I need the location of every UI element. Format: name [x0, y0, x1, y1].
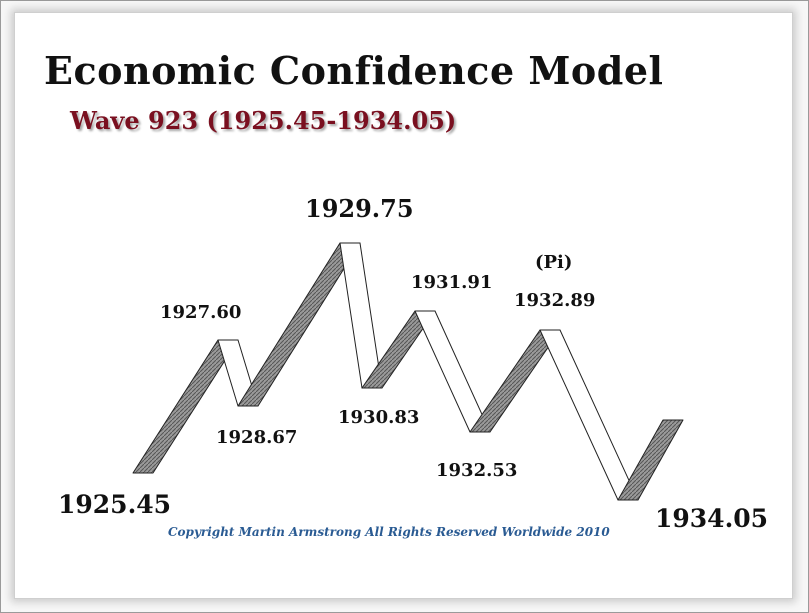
diagram-panel — [14, 12, 793, 599]
point-label-1932-53: 1932.53 — [436, 460, 517, 481]
diagram-subtitle: Wave 923 (1925.45-1934.05) — [70, 106, 457, 135]
rising-wave-segment — [237, 242, 361, 407]
point-label-1927-60: 1927.60 — [160, 302, 241, 323]
pi-label: (Pi) — [535, 252, 572, 273]
copyright-notice: Copyright Martin Armstrong All Rights Re… — [168, 525, 610, 539]
point-label-1928-67: 1928.67 — [216, 427, 297, 448]
point-label-1934-05: 1934.05 — [655, 504, 768, 533]
point-label-1929-75: 1929.75 — [305, 194, 414, 223]
falling-wave-segment — [539, 329, 639, 501]
rising-wave-segment — [132, 339, 239, 474]
wave-ribbon — [132, 242, 684, 501]
rising-wave-segment — [617, 419, 684, 501]
point-label-1930-83: 1930.83 — [338, 407, 419, 428]
point-label-1931-91: 1931.91 — [411, 272, 492, 293]
diagram-title: Economic Confidence Model — [44, 48, 664, 93]
falling-wave-segment — [339, 242, 383, 389]
falling-wave-segment — [414, 310, 491, 433]
point-label-1932-89: 1932.89 — [514, 290, 595, 311]
point-label-1925-45: 1925.45 — [58, 490, 171, 519]
